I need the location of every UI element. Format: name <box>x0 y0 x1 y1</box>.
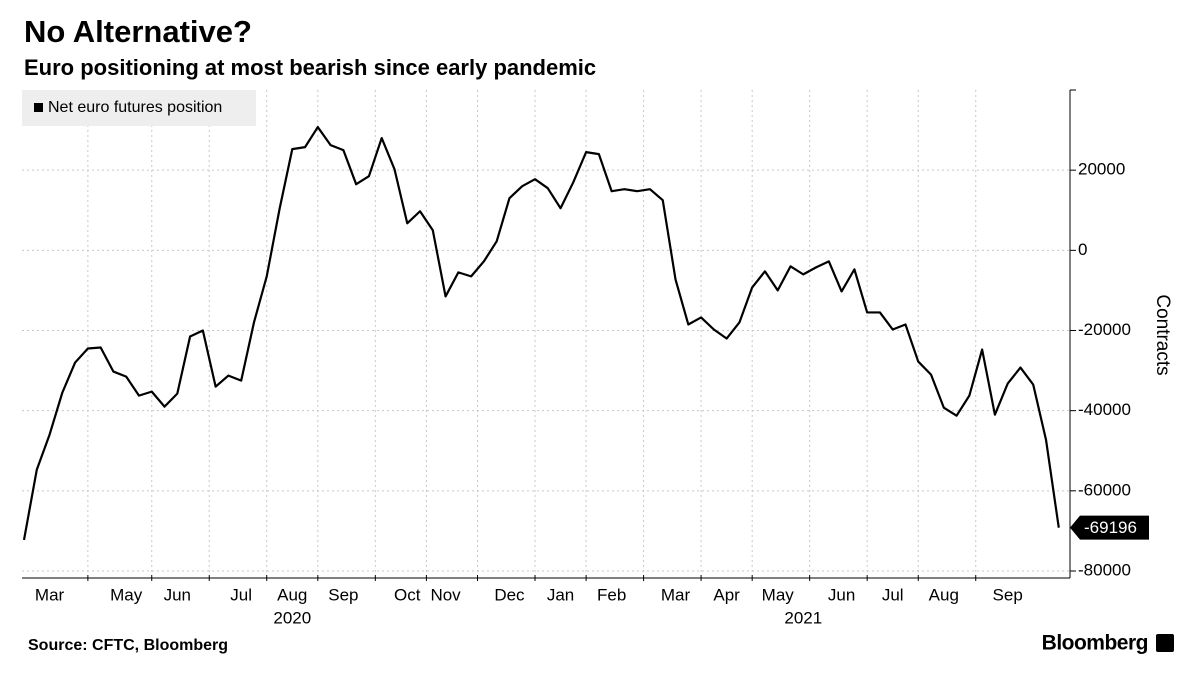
chart-subtitle: Euro positioning at most bearish since e… <box>24 55 596 80</box>
x-tick-label: Apr <box>713 585 740 604</box>
x-tick-label: May <box>110 585 143 604</box>
brand: Bloomberg <box>1042 632 1148 655</box>
brand-icon <box>1156 634 1174 652</box>
line <box>22 125 1060 541</box>
chart-title: No Alternative? <box>24 14 252 49</box>
x-tick-label: Jan <box>547 585 574 604</box>
year-label: 2021 <box>784 608 822 627</box>
last-value-label: -69196 <box>1084 518 1137 537</box>
y-tick-label: -40000 <box>1078 400 1131 419</box>
x-tick-label: Jun <box>164 585 191 604</box>
source: Source: CFTC, Bloomberg <box>28 637 228 654</box>
year-label: 2020 <box>273 608 311 627</box>
y-tick-label: -20000 <box>1078 320 1131 339</box>
x-tick-label: Jul <box>230 585 252 604</box>
y-tick-label: -60000 <box>1078 480 1131 499</box>
x-tick-label: Mar <box>661 585 691 604</box>
x-tick-label: Jun <box>828 585 855 604</box>
y-tick-label: 20000 <box>1078 160 1125 179</box>
x-tick-label: Sep <box>328 585 358 604</box>
legend-box <box>22 90 256 126</box>
x-tick-label: Mar <box>35 585 65 604</box>
y-axis-label: Contracts <box>1152 294 1173 375</box>
x-tick-label: Aug <box>277 585 307 604</box>
legend-swatch <box>34 103 43 112</box>
last-value-tag <box>1070 515 1149 540</box>
y-tick-label: 0 <box>1078 240 1087 259</box>
x-tick-label: Nov <box>430 585 461 604</box>
x-tick-label: Oct <box>394 585 421 604</box>
legend-label: Net euro futures position <box>48 99 222 116</box>
x-tick-label: May <box>762 585 795 604</box>
x-tick-label: Aug <box>929 585 959 604</box>
x-tick-label: Dec <box>494 585 525 604</box>
x-tick-label: Feb <box>597 585 626 604</box>
x-tick-label: Jul <box>882 585 904 604</box>
x-tick-label: Sep <box>993 585 1023 604</box>
y-tick-label: -80000 <box>1078 560 1131 579</box>
